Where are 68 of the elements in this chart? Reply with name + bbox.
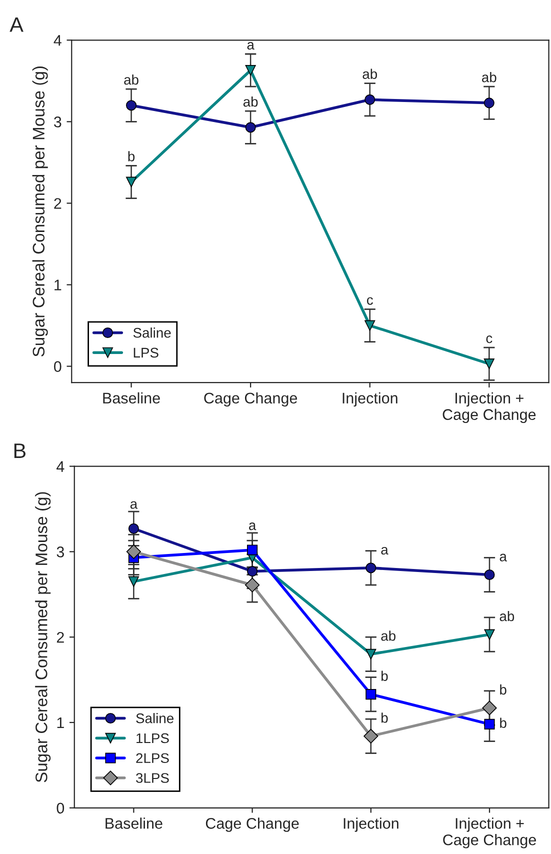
point: [484, 98, 494, 108]
legend-label: 3LPS: [136, 773, 169, 783]
x-tick-label: Injection: [342, 392, 398, 407]
y-tick-label: 2: [56, 632, 64, 643]
x-tick-label: Injection + Cage Change: [442, 392, 536, 424]
x-tick-label: Injection + Cage Change: [443, 818, 536, 848]
x-tick-label: Cage Change: [204, 392, 298, 407]
annotation: a: [247, 42, 254, 50]
y-axis-title: Sugar Cereal Consumed per Mouse (g): [35, 492, 51, 782]
point: [128, 576, 139, 587]
point: [482, 700, 497, 716]
y-tick-label: 3: [54, 116, 62, 128]
point: [245, 122, 256, 133]
point: [484, 718, 495, 730]
legend-label: Saline: [133, 328, 171, 338]
point: [484, 358, 494, 370]
annotation: c: [366, 297, 373, 305]
annotation: a: [500, 554, 507, 562]
point: [247, 566, 258, 577]
point: [366, 648, 376, 660]
y-tick-label: 0: [56, 802, 64, 814]
annotation: b: [500, 718, 506, 728]
annotation: ab: [124, 74, 138, 85]
point: [364, 728, 378, 744]
point: [366, 562, 376, 574]
chart-title: A: [10, 17, 24, 32]
point: [247, 544, 258, 556]
legend-label: 2LPS: [136, 753, 169, 764]
annotation: ab: [243, 96, 258, 107]
annotation: ab: [482, 72, 496, 82]
y-tick-label: 1: [54, 280, 62, 290]
annotation: b: [128, 151, 135, 162]
annotation: b: [382, 712, 388, 723]
y-tick-label: 2: [54, 198, 62, 209]
point: [244, 578, 260, 592]
y-tick-label: 4: [56, 461, 64, 472]
annotation: ab: [381, 630, 396, 641]
point: [364, 320, 376, 331]
annotation: b: [382, 670, 388, 681]
annotation: a: [381, 546, 388, 555]
annotation: ab: [500, 610, 514, 622]
annotation: a: [249, 522, 256, 530]
annotation: ab: [362, 68, 377, 79]
legend-label: 1LPS: [136, 733, 169, 744]
point: [245, 65, 256, 76]
x-tick-label: Baseline: [106, 818, 162, 829]
annotation: a: [130, 501, 138, 509]
point: [128, 523, 139, 534]
point: [126, 100, 137, 111]
point: [126, 176, 137, 188]
y-tick-label: 3: [56, 546, 64, 558]
y-tick-label: 0: [54, 361, 62, 372]
legend-label: Saline: [136, 713, 174, 724]
chart-title: B: [14, 444, 26, 458]
y-tick-label: 4: [54, 35, 62, 46]
point: [366, 689, 376, 700]
point: [484, 569, 495, 580]
y-tick-label: 1: [57, 718, 64, 728]
x-tick-label: Injection: [344, 818, 398, 832]
legend-label: LPS: [134, 348, 158, 358]
point: [364, 94, 376, 105]
annotation: b: [500, 684, 506, 695]
y-axis-title: Sugar Cereal Consumed per Mouse (g): [32, 66, 48, 356]
point: [126, 544, 141, 559]
x-tick-label: Baseline: [103, 392, 160, 404]
annotation: c: [486, 336, 492, 344]
point: [484, 629, 495, 640]
x-tick-label: Cage Change: [206, 818, 299, 832]
